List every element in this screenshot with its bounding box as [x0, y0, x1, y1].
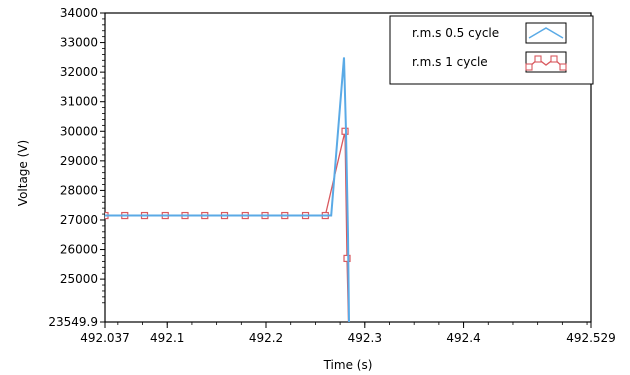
x-tick-label: 492.529: [566, 331, 616, 345]
legend-swatch-marker: [559, 63, 567, 71]
series-line-rms-half-cycle: [105, 57, 350, 322]
y-axis-title: Voltage (V): [16, 140, 30, 206]
y-tick-label: 31000: [60, 95, 98, 109]
y-tick-label: 30000: [60, 124, 98, 138]
y-tick-label: 32000: [60, 65, 98, 79]
legend-label: r.m.s 0.5 cycle: [412, 26, 499, 40]
x-axis-title: Time (s): [323, 358, 373, 372]
y-tick-label: 23549.9: [48, 315, 98, 329]
legend-swatch-frame: [525, 22, 567, 44]
data-point-marker: [343, 254, 351, 263]
x-tick-label: 492.3: [348, 331, 382, 345]
y-tick-label: 29000: [60, 154, 98, 168]
y-tick-label: 33000: [60, 36, 98, 50]
x-tick-label: 492.1: [150, 331, 184, 345]
x-tick-label: 492.4: [446, 331, 480, 345]
legend-swatch-marker: [550, 55, 558, 63]
legend: r.m.s 0.5 cycle r.m.s 1 cycle: [389, 15, 594, 85]
x-tick-label: 492.037: [80, 331, 130, 345]
legend-swatch-marker: [525, 63, 533, 71]
y-tick-label: 25000: [60, 272, 98, 286]
series-group: [105, 57, 351, 322]
y-tick-label: 34000: [60, 6, 98, 20]
y-tick-label: 27000: [60, 213, 98, 227]
legend-label: r.m.s 1 cycle: [412, 55, 488, 69]
legend-swatch-line: [528, 27, 564, 39]
y-tick-label: 28000: [60, 183, 98, 197]
legend-swatch-marker: [534, 55, 542, 63]
y-tick-label: 26000: [60, 243, 98, 257]
x-tick-label: 492.2: [249, 331, 283, 345]
